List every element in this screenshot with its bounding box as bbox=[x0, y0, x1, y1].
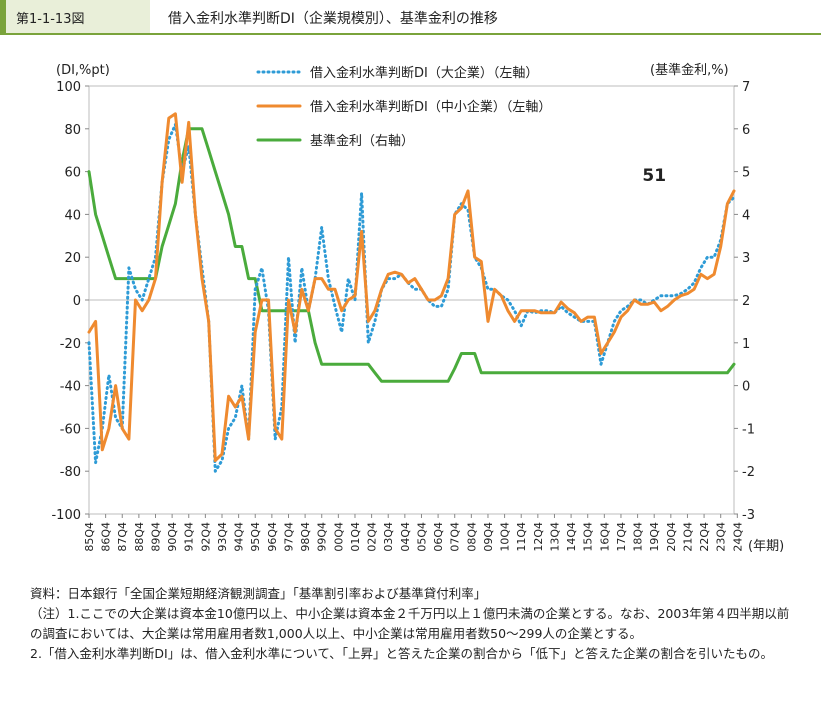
right-tick-label: 6 bbox=[742, 123, 750, 138]
note-2: 2.「借入金利水準判断DI」は、借入金利水準について、「上昇」と答えた企業の割合… bbox=[30, 646, 773, 661]
legend-label: 借入金利水準判断DI（中小企業）（左軸） bbox=[310, 99, 551, 115]
x-tick-label: 98Q4 bbox=[299, 522, 312, 552]
left-tick-label: 80 bbox=[64, 123, 81, 138]
left-tick-label: -80 bbox=[60, 465, 81, 480]
series-line-2 bbox=[87, 127, 736, 383]
right-tick-label: -2 bbox=[742, 465, 755, 480]
x-tick-label: 04Q4 bbox=[399, 522, 412, 552]
x-tick-label: 08Q4 bbox=[465, 522, 478, 552]
x-tick-label: 10Q4 bbox=[499, 522, 512, 552]
left-tick-label: -60 bbox=[60, 422, 81, 437]
x-tick-label: 97Q4 bbox=[282, 522, 295, 552]
figure-header: 第1-1-13図 借入金利水準判断DI（企業規模別）、基準金利の推移 bbox=[0, 0, 821, 35]
x-tick-label: 06Q4 bbox=[432, 522, 445, 552]
annotations-group: 5151 bbox=[642, 166, 666, 186]
x-tick-label: 03Q4 bbox=[382, 522, 395, 552]
figure-number: 第1-1-13図 bbox=[16, 12, 85, 27]
x-tick-label: 11Q4 bbox=[515, 522, 528, 552]
x-tick-label: 86Q4 bbox=[100, 522, 113, 552]
x-tick-label: 23Q4 bbox=[715, 522, 728, 552]
x-tick-label: 87Q4 bbox=[116, 522, 129, 552]
x-tick-label: 17Q4 bbox=[615, 522, 628, 552]
right-tick-label: -1 bbox=[742, 422, 755, 437]
right-tick-label: -3 bbox=[742, 508, 755, 523]
left-tick-label: -40 bbox=[60, 380, 81, 395]
right-axis-label: (基準金利,%) bbox=[650, 62, 729, 78]
right-tick-label: 2 bbox=[742, 294, 750, 309]
left-tick-label: 20 bbox=[64, 251, 81, 266]
right-tick-label: 3 bbox=[742, 251, 750, 266]
series-group bbox=[87, 112, 736, 473]
x-tick-label: 93Q4 bbox=[216, 522, 229, 552]
x-tick-label: 02Q4 bbox=[366, 522, 379, 552]
x-tick-label: 21Q4 bbox=[681, 522, 694, 552]
axes-group: 100 80 60 40 20 0 -20 -40 -60 -80 -100 7 6 5 4 3 2 1 0 -1 -2… bbox=[51, 80, 754, 552]
x-tick-label: 12Q4 bbox=[532, 522, 545, 552]
x-tick-label: 91Q4 bbox=[183, 522, 196, 552]
x-tick-label: 20Q4 bbox=[665, 522, 678, 552]
x-tick-label: 96Q4 bbox=[266, 522, 279, 552]
series-line-0 bbox=[87, 123, 736, 473]
x-tick-label: 85Q4 bbox=[83, 522, 96, 552]
x-tick-label: 90Q4 bbox=[166, 522, 179, 552]
right-tick-label: 7 bbox=[742, 80, 750, 95]
x-tick-label: 95Q4 bbox=[249, 522, 262, 552]
legend: 借入金利水準判断DI（大企業）（左軸） 借入金利水準判断DI（中小企業）（左軸） 基… bbox=[256, 65, 551, 149]
x-tick-label: 18Q4 bbox=[632, 522, 645, 552]
right-tick-label: 0 bbox=[742, 380, 750, 395]
left-tick-label: 60 bbox=[64, 166, 81, 181]
x-tick-label: 24Q4 bbox=[731, 522, 744, 552]
left-tick-label: -20 bbox=[60, 337, 81, 352]
x-tick-label: 89Q4 bbox=[149, 522, 162, 552]
x-tick-label: 15Q4 bbox=[582, 522, 595, 552]
figure-title: 借入金利水準判断DI（企業規模別）、基準金利の推移 bbox=[168, 11, 498, 27]
peak-label: 51 bbox=[642, 166, 666, 186]
x-tick-label: 05Q4 bbox=[415, 522, 428, 552]
x-tick-label: 01Q4 bbox=[349, 522, 362, 552]
left-tick-label: -100 bbox=[51, 508, 81, 523]
x-tick-label: 92Q4 bbox=[199, 522, 212, 552]
right-tick-label: 1 bbox=[742, 337, 750, 352]
x-tick-label: 22Q4 bbox=[698, 522, 711, 552]
x-tick-label: 00Q4 bbox=[332, 522, 345, 552]
x-tick-label: 94Q4 bbox=[233, 522, 246, 552]
right-tick-label: 5 bbox=[742, 166, 750, 181]
x-tick-label: 88Q4 bbox=[133, 522, 146, 552]
x-tick-label: 13Q4 bbox=[548, 522, 561, 552]
left-tick-label: 0 bbox=[73, 294, 81, 309]
x-tick-label: 07Q4 bbox=[449, 522, 462, 552]
x-tick-label: 99Q4 bbox=[316, 522, 329, 552]
note-source: 資料：日本銀行「全国企業短期経済観測調査」「基準割引率および基準貸付利率」 bbox=[30, 586, 487, 601]
note-1: （注）1.ここでの大企業は資本金10億円以上、中小企業は資本金２千万円以上１億円… bbox=[30, 606, 790, 641]
left-tick-label: 40 bbox=[64, 208, 81, 223]
legend-label: 基準金利（右軸） bbox=[310, 133, 414, 149]
x-tick-label: 16Q4 bbox=[598, 522, 611, 552]
left-axis-label: (DI,%pt) bbox=[56, 63, 110, 78]
notes: 資料：日本銀行「全国企業短期経済観測調査」「基準割引率および基準貸付利率」 （注… bbox=[30, 584, 800, 664]
x-tick-label: 09Q4 bbox=[482, 522, 495, 552]
x-axis-unit: (年期) bbox=[748, 539, 784, 554]
series-line-1 bbox=[87, 112, 736, 462]
header-divider bbox=[0, 33, 821, 35]
legend-label: 借入金利水準判断DI（大企業）（左軸） bbox=[310, 65, 538, 81]
figure-number-box bbox=[0, 0, 150, 34]
right-tick-label: 4 bbox=[742, 208, 750, 223]
x-tick-label: 14Q4 bbox=[565, 522, 578, 552]
line-chart: (DI,%pt) (基準金利,%) (年期) 100806040200-20-4… bbox=[51, 62, 784, 554]
x-tick-label: 19Q4 bbox=[648, 522, 661, 552]
left-tick-label: 100 bbox=[56, 80, 81, 95]
